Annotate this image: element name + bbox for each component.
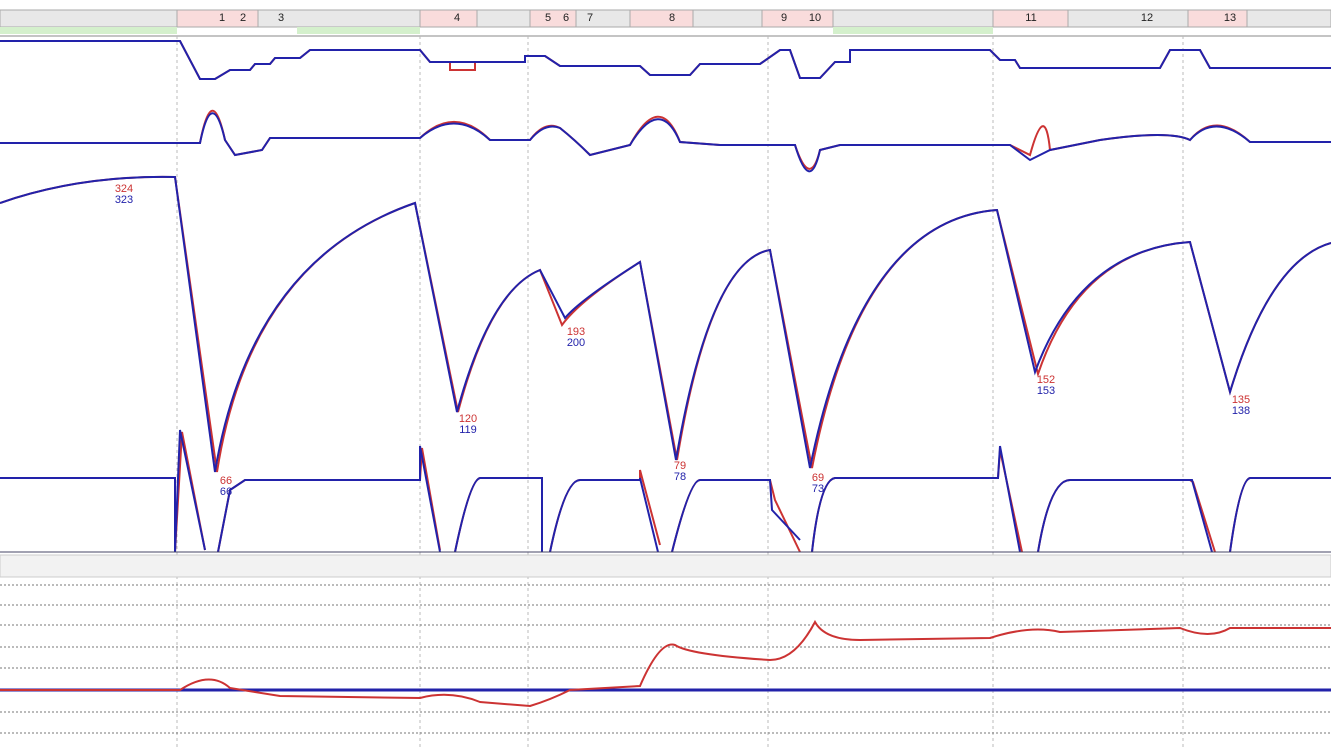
min-speed-red: 120 bbox=[459, 413, 477, 425]
labels: 1 2 3 4 5 6 7 8 9 10 11 12 1332432366661201191932007… bbox=[115, 12, 1250, 498]
vertical-guides bbox=[176, 36, 1184, 749]
bottom-panel bbox=[0, 584, 1331, 734]
throttle-trace bbox=[0, 429, 1331, 553]
segment-label: 2 bbox=[240, 12, 246, 24]
segment-label: 10 bbox=[809, 12, 821, 24]
segment-label: 5 bbox=[545, 12, 551, 24]
corner-box bbox=[761, 9, 834, 28]
segment-label: 4 bbox=[454, 12, 460, 24]
lateral-blue bbox=[0, 112, 1331, 173]
corner-box bbox=[419, 9, 478, 28]
segment-label: 12 bbox=[1141, 12, 1153, 24]
straight-box bbox=[297, 27, 420, 34]
segment-label: 6 bbox=[563, 12, 569, 24]
min-speed-blue: 119 bbox=[459, 424, 477, 436]
min-speed-blue: 200 bbox=[567, 337, 585, 349]
lateral-trace bbox=[0, 109, 1331, 173]
segment-label: 11 bbox=[1025, 12, 1036, 24]
corner-box bbox=[1187, 9, 1248, 28]
straight-box bbox=[0, 27, 177, 34]
min-speed-red: 69 bbox=[812, 472, 824, 484]
min-speed-red: 324 bbox=[115, 183, 133, 195]
speed-blue bbox=[0, 175, 1331, 473]
min-speed-red: 79 bbox=[674, 460, 686, 472]
min-speed-red: 193 bbox=[567, 326, 585, 338]
segment-label: 8 bbox=[669, 12, 675, 24]
min-speed-red: 66 bbox=[220, 475, 232, 487]
gear-trace bbox=[0, 40, 1331, 80]
min-speed-blue: 153 bbox=[1037, 385, 1055, 397]
corner-box bbox=[992, 9, 1069, 28]
min-speed-blue: 73 bbox=[812, 483, 824, 495]
min-speed-blue: 323 bbox=[115, 194, 133, 206]
corner-box bbox=[529, 9, 577, 28]
corner-box bbox=[176, 9, 259, 28]
segment-label: 9 bbox=[781, 12, 787, 24]
panel-divider bbox=[0, 554, 1331, 578]
min-speed-blue: 66 bbox=[220, 486, 232, 498]
min-speed-red: 152 bbox=[1037, 374, 1055, 386]
straight-boxes bbox=[0, 27, 993, 34]
min-speed-blue: 138 bbox=[1232, 405, 1250, 417]
corner-box bbox=[629, 9, 694, 28]
header bbox=[0, 9, 1331, 37]
gear-blue bbox=[0, 40, 1331, 80]
segment-label: 7 bbox=[587, 12, 593, 24]
segment-label: 13 bbox=[1224, 12, 1236, 24]
corner-boxes bbox=[176, 9, 1248, 28]
min-speed-red: 135 bbox=[1232, 394, 1250, 406]
segment-label: 1 bbox=[219, 12, 225, 24]
min-speed-blue: 78 bbox=[674, 471, 686, 483]
speed-trace bbox=[0, 175, 1331, 473]
delta-red bbox=[0, 619, 1331, 708]
segment-label: 3 bbox=[278, 12, 284, 24]
straight-box bbox=[833, 27, 993, 34]
